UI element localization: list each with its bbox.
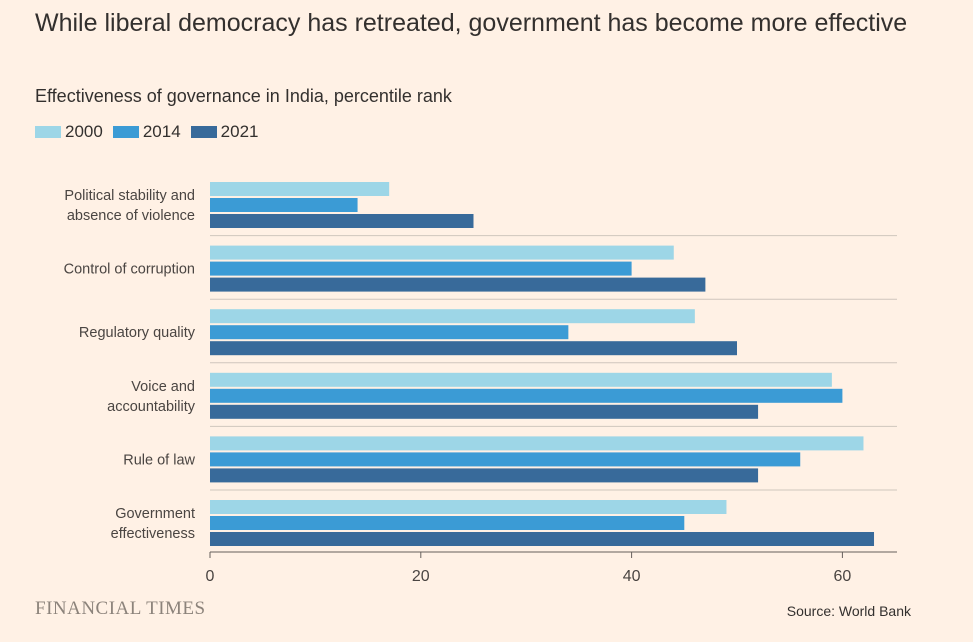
x-tick-label: 40 (623, 568, 641, 585)
bar-2021-2 (210, 341, 737, 356)
bar-2014-0 (210, 198, 358, 212)
bar-2014-5 (210, 516, 685, 530)
bar-2000-4 (210, 436, 864, 451)
category-label: effectiveness (111, 526, 195, 542)
bar-2014-1 (210, 261, 632, 276)
bar-2000-1 (210, 245, 674, 260)
chart-subtitle: Effectiveness of governance in India, pe… (35, 86, 452, 106)
bar-2014-3 (210, 388, 843, 403)
category-label: accountability (107, 399, 196, 415)
category-label: absence of violence (67, 208, 195, 224)
bar-2021-3 (210, 404, 759, 419)
legend-label-2014: 2014 (142, 122, 181, 141)
legend-label-2000: 2000 (65, 122, 103, 141)
legend: 2000 2014 2021 (35, 122, 268, 142)
bar-2021-5 (210, 532, 875, 546)
legend-swatch-2000 (35, 126, 61, 138)
brand-logo: FINANCIAL TIMES (35, 598, 206, 619)
legend-item-2021: 2021 (190, 122, 259, 142)
x-tick-label: 0 (206, 568, 215, 585)
category-label: Regulatory quality (79, 325, 196, 341)
bar-2000-2 (210, 309, 695, 324)
legend-swatch-2014 (112, 126, 139, 138)
source-note: Source: World Bank (786, 603, 911, 619)
x-tick-label: 60 (834, 568, 852, 585)
bar-2014-4 (210, 452, 801, 467)
category-label: Rule of law (123, 452, 195, 468)
bar-2021-4 (210, 468, 759, 483)
legend-item-2014: 2014 (112, 122, 181, 142)
bar-2021-0 (210, 214, 474, 228)
x-tick-label: 20 (412, 568, 430, 585)
chart-title: While liberal democracy has retreated, g… (35, 9, 908, 37)
legend-item-2000: 2000 (35, 122, 103, 142)
bar-2014-2 (210, 325, 569, 340)
bar-2000-5 (210, 500, 727, 514)
category-label: Control of corruption (64, 262, 195, 278)
legend-label-2021: 2021 (220, 122, 259, 141)
category-label: Political stability and (64, 188, 195, 204)
legend-swatch-2021 (190, 126, 217, 138)
bar-2000-0 (210, 182, 390, 196)
bar-2021-1 (210, 277, 706, 292)
category-label: Voice and (131, 379, 195, 395)
bar-2000-3 (210, 372, 832, 387)
category-label: Government (115, 506, 195, 522)
